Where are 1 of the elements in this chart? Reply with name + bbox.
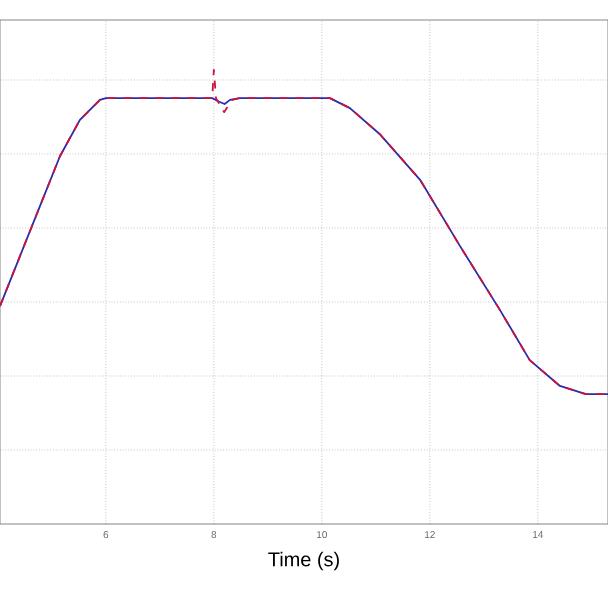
x-axis-title: Time (s) bbox=[268, 551, 339, 571]
